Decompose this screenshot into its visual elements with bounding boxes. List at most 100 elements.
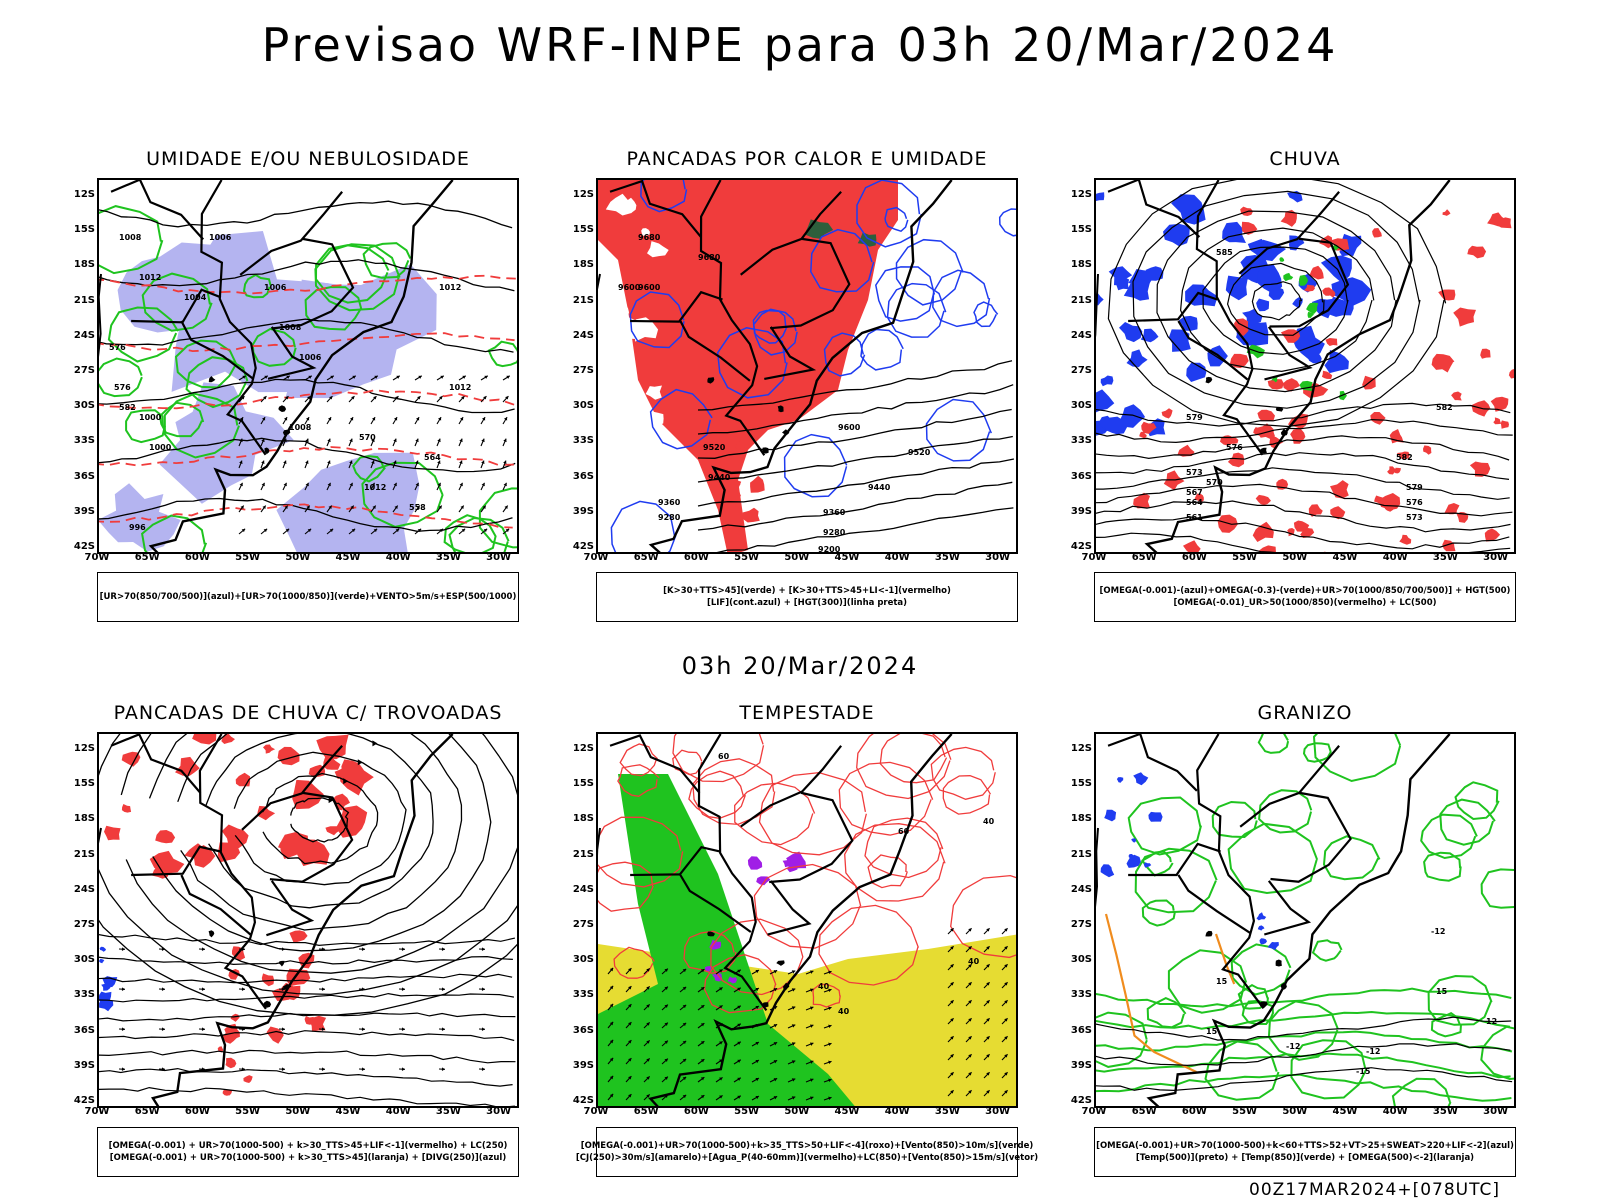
temperature-850-contour	[1237, 983, 1269, 1010]
streamline-250	[261, 772, 379, 865]
wind-850-vector	[965, 927, 972, 935]
political-border	[198, 734, 267, 1010]
hail-area-blue	[1259, 938, 1267, 945]
contour-label: 561	[1186, 513, 1203, 522]
streamline-arrow	[358, 1027, 366, 1031]
height-contour-500	[1096, 532, 1511, 552]
contour-label: 15	[1206, 1027, 1218, 1036]
wind-850-vector	[607, 967, 614, 975]
thunderstorm-area-red	[230, 1013, 240, 1022]
political-border	[764, 326, 817, 380]
longitude-label: 40W	[884, 552, 910, 563]
streamline-arrow	[278, 1067, 286, 1071]
wind-850-vector	[751, 1095, 760, 1101]
wind-850-vector	[733, 1041, 742, 1047]
wind-vector	[348, 438, 353, 447]
political-border	[1269, 237, 1350, 328]
wind-850-vector	[751, 969, 760, 975]
contour-label: 9280	[823, 528, 846, 537]
rain-area-blue	[1324, 350, 1349, 374]
rain-area-red	[1484, 528, 1501, 542]
streamline-arrow	[358, 987, 366, 991]
wind-vector	[260, 416, 266, 425]
longitude-label: 50W	[1282, 552, 1308, 563]
precipitable-water-contour	[864, 817, 944, 879]
wind-vector	[502, 438, 507, 447]
longitude-label: 70W	[84, 552, 110, 563]
wind-850-vector	[625, 967, 632, 975]
humidity-area-upper	[276, 452, 420, 552]
rain-area-blue	[1186, 362, 1207, 382]
coastline	[151, 734, 454, 1106]
political-border	[1128, 291, 1218, 323]
latitude-label: 33S	[1070, 989, 1092, 1001]
streamline-arrow	[438, 947, 446, 951]
precipitable-water-contour	[950, 874, 1016, 959]
wind-850-vector	[1001, 927, 1008, 935]
wind-vector	[480, 395, 487, 403]
streamline-arrow	[278, 947, 286, 951]
footer-run-info: 00Z17MAR2024+[078UTC]	[1249, 1180, 1500, 1200]
lake-marker	[1280, 428, 1288, 436]
wind-vector	[480, 528, 488, 535]
precipitable-water-contour	[734, 782, 816, 846]
coastline	[1144, 180, 1451, 552]
hail-area-blue	[1143, 862, 1152, 868]
panel-5-map-graphic: 40 60 40 40 40 60	[598, 734, 1016, 1106]
humidity-contour-low	[163, 392, 240, 459]
panel-5-map: 40 60 40 40 40 60	[596, 732, 1018, 1108]
rain-area-green	[1299, 274, 1308, 286]
wind-850-vector	[983, 963, 990, 971]
thunderstorm-area-red	[261, 973, 275, 987]
wind-vector	[238, 460, 243, 469]
latitude-label: 12S	[572, 743, 594, 754]
wind-vector	[282, 375, 291, 381]
thunderstorm-area-red	[235, 772, 251, 787]
contour-label: 1008	[279, 323, 302, 332]
wind-vector	[436, 375, 445, 381]
contour-label: 40	[838, 1007, 850, 1016]
streamline-250	[99, 919, 517, 1016]
wind-vector	[326, 505, 333, 513]
longitude-label: 60W	[184, 552, 210, 563]
precipitable-water-contour	[867, 854, 908, 889]
wind-vector	[348, 395, 355, 403]
thunderstorm-area-red	[104, 825, 121, 841]
wind-vector	[282, 482, 287, 491]
rain-area-red	[1467, 245, 1487, 259]
thunderstorm-area-red	[278, 835, 295, 855]
rain-area-red	[1255, 494, 1271, 506]
lake-marker	[1259, 447, 1267, 454]
thunderstorm-area-red	[263, 744, 276, 754]
rain-area-blue	[1258, 239, 1287, 262]
wind-850-vector	[643, 1057, 651, 1065]
storm-area-purple	[727, 976, 737, 984]
wind-vector	[436, 416, 442, 425]
wind-850-vector	[823, 1006, 832, 1011]
rain-area-red	[1194, 493, 1204, 503]
wind-vector	[304, 505, 311, 513]
wind-850-vector	[983, 1017, 990, 1025]
wind-850-vector	[625, 985, 632, 993]
political-border	[1128, 842, 1221, 877]
divergence-area-blue	[101, 983, 112, 991]
longitude-label: 45W	[1332, 1106, 1358, 1117]
wind-850-vector	[715, 1040, 723, 1047]
longitude-label: 70W	[583, 1106, 609, 1117]
longitude-label: 35W	[435, 552, 461, 563]
latitude-label: 42S	[1070, 541, 1092, 552]
storm-area-purple	[747, 856, 763, 870]
rain-area-red	[1267, 379, 1284, 390]
wind-850-vector	[965, 1017, 972, 1025]
political-border	[131, 845, 221, 877]
wind-vector	[348, 482, 353, 491]
streamline-250-arrow	[357, 759, 363, 766]
lake-marker	[762, 447, 769, 454]
contour-label: 1012	[439, 283, 461, 292]
latitude-label: 21S	[73, 294, 95, 306]
panel-4-legend: [OMEGA(-0.001) + UR>70(1000-500) + k>30_…	[97, 1127, 519, 1177]
wind-850-vector	[661, 968, 669, 975]
temperature-850-contour	[1096, 1010, 1511, 1030]
wind-vector	[348, 505, 355, 513]
